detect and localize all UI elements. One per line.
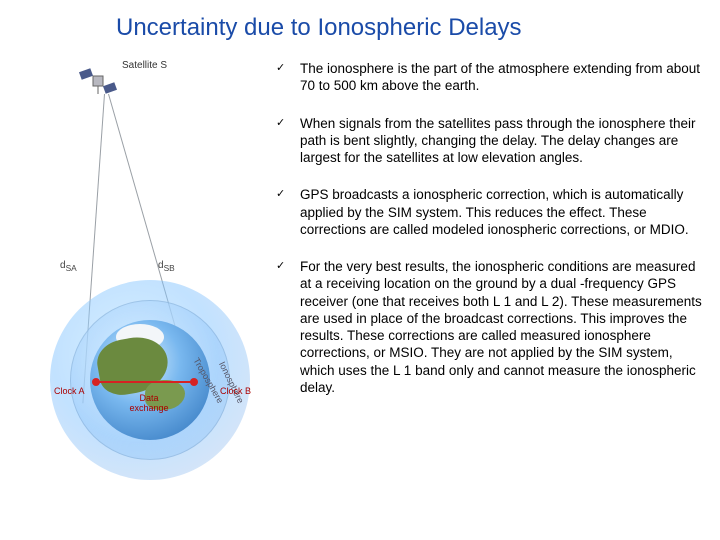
check-icon: ✓ <box>276 60 300 95</box>
data-exchange-line <box>98 381 192 383</box>
globe-graphic <box>50 280 250 480</box>
satellite-label: Satellite S <box>122 60 167 71</box>
list-item: ✓ For the very best results, the ionosph… <box>276 258 708 396</box>
check-icon: ✓ <box>276 115 300 167</box>
page-title: Uncertainty due to Ionospheric Delays <box>0 0 720 42</box>
bullet-text: When signals from the satellites pass th… <box>300 115 708 167</box>
content-row: Satellite S dSA dSB Ionospher <box>0 42 720 500</box>
clock-a-label: Clock A <box>54 386 85 396</box>
check-icon: ✓ <box>276 258 300 396</box>
ionosphere-diagram: Satellite S dSA dSB Ionospher <box>30 60 270 500</box>
data-exchange-label: Data exchange <box>122 394 176 414</box>
distance-sa-label: dSA <box>60 260 77 273</box>
bullet-text: The ionosphere is the part of the atmosp… <box>300 60 708 95</box>
list-item: ✓ GPS broadcasts a ionospheric correctio… <box>276 186 708 238</box>
clock-b-label: Clock B <box>220 386 251 396</box>
distance-sb-label: dSB <box>158 260 175 273</box>
list-item: ✓ When signals from the satellites pass … <box>276 115 708 167</box>
check-icon: ✓ <box>276 186 300 238</box>
bullet-list: ✓ The ionosphere is the part of the atmo… <box>270 60 720 500</box>
bullet-text: For the very best results, the ionospher… <box>300 258 708 396</box>
list-item: ✓ The ionosphere is the part of the atmo… <box>276 60 708 95</box>
bullet-text: GPS broadcasts a ionospheric correction,… <box>300 186 708 238</box>
satellite-icon <box>78 66 118 96</box>
